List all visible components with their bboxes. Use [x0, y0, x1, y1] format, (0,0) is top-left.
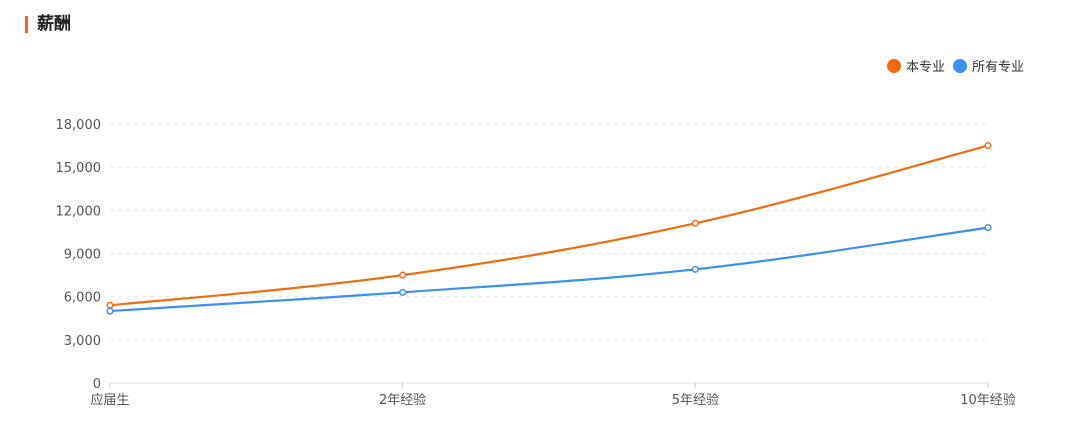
y-tick-label: 9,000 — [64, 248, 101, 263]
y-tick-label: 15,000 — [56, 161, 102, 176]
legend-label-major: 本专业 — [905, 60, 945, 75]
x-tick-label: 2年经验 — [379, 392, 426, 408]
y-tick-label: 18,000 — [56, 118, 102, 133]
section-title-accent-bar — [25, 16, 28, 33]
section-title: 薪酬 — [37, 14, 71, 34]
axis-layer: 0 3,000 6,000 9,000 12,000 15,000 18,000 应届生 2年经… — [56, 118, 1016, 408]
data-point — [106, 301, 114, 309]
legend-item-major[interactable]: 本专业 — [886, 56, 945, 75]
data-point — [984, 142, 992, 150]
legend-dot-major-icon — [886, 58, 901, 73]
chart-legend: 本专业 所有专业 — [879, 56, 1024, 75]
series-layer — [106, 142, 992, 315]
y-tick-label: 0 — [93, 377, 101, 392]
legend-label-all: 所有专业 — [971, 60, 1024, 75]
y-tick-label: 12,000 — [56, 204, 102, 219]
series-line-0 — [109, 144, 989, 307]
x-tick-label: 10年经验 — [960, 392, 1016, 408]
y-tick-label: 6,000 — [64, 291, 101, 306]
data-point — [399, 288, 407, 296]
data-point — [691, 219, 699, 227]
legend-item-all[interactable]: 所有专业 — [952, 56, 1024, 75]
data-point — [984, 224, 992, 232]
x-tick-label: 5年经验 — [672, 392, 719, 408]
y-tick-label: 3,000 — [64, 334, 101, 349]
data-point — [106, 307, 114, 315]
legend-dot-all-icon — [952, 58, 967, 73]
data-point — [691, 265, 699, 273]
data-point — [399, 271, 407, 279]
grid-layer — [110, 123, 988, 384]
x-tick-label: 应届生 — [90, 392, 129, 408]
series-line-1 — [109, 226, 989, 313]
